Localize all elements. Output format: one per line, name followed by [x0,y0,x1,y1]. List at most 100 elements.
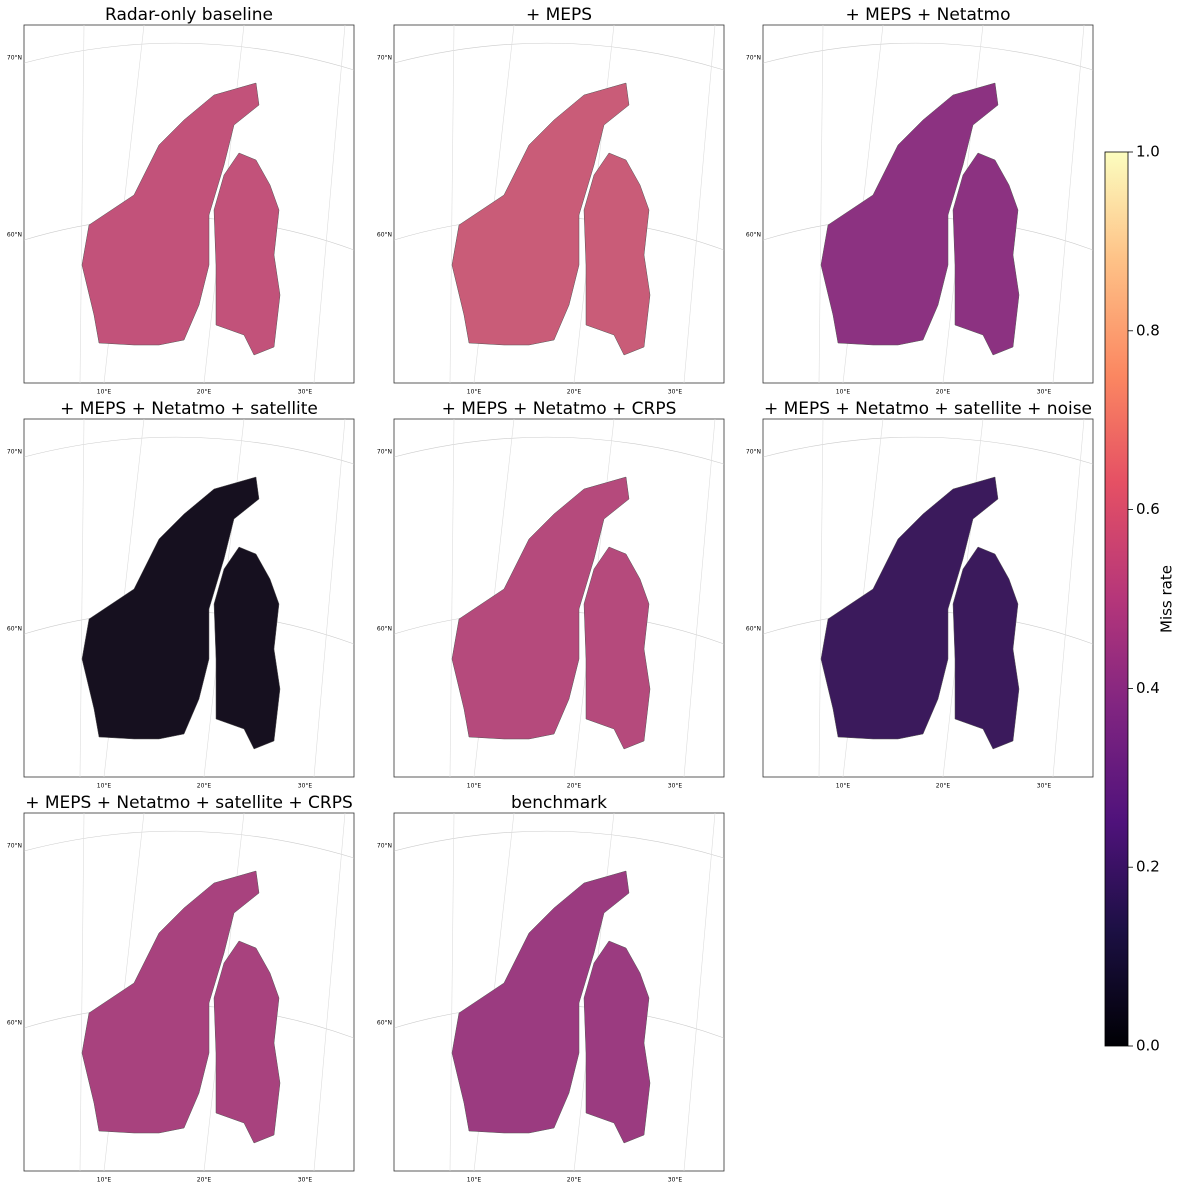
land-area [583,546,651,750]
colorbar-label: Miss rate [1158,565,1176,633]
land-area [81,82,260,346]
graticule [1052,418,1085,778]
lon-label: 20°E [567,783,582,790]
lon-label: 30°E [298,783,313,790]
lon-label: 20°E [197,1177,212,1184]
graticule [79,418,85,778]
graticule [393,436,725,465]
land-area [583,152,651,356]
lon-label: 30°E [668,1177,683,1184]
lon-label: 10°E [97,389,112,396]
map-panel: + MEPS 70°N 60°N 10°E 20°E 30°E [377,5,725,396]
colorbar-tick-label: 1.0 [1136,143,1160,161]
panel-title: Radar-only baseline [105,5,273,25]
panel-title: + MEPS + Netatmo + satellite [60,399,318,419]
graticule [683,812,716,1172]
lon-label: 30°E [298,1177,313,1184]
graticule [762,42,1094,71]
graticule [313,812,346,1172]
lon-label: 20°E [197,389,212,396]
lon-label: 30°E [1037,389,1052,396]
map-panel: benchmark 70°N 60°N 10°E 20°E 30°E [377,793,725,1184]
colorbar [1104,151,1129,1047]
graticule [683,418,716,778]
graticule [23,42,355,71]
lat-label: 60°N [7,626,22,633]
land-area [213,940,281,1144]
graticule [449,418,455,778]
land-area [451,476,630,740]
map-panel: + MEPS + Netatmo + satellite + CRPS 70°N 6… [7,793,355,1184]
map-panel: + MEPS + Netatmo + satellite + noise 70°N… [746,399,1094,790]
lon-label: 30°E [668,389,683,396]
land-area [451,870,630,1134]
graticule [393,830,725,859]
panel-title: + MEPS + Netatmo + satellite + CRPS [25,793,353,813]
graticule [79,812,85,1172]
lon-label: 20°E [197,783,212,790]
colorbar-tick-label: 0.6 [1136,500,1160,518]
lat-label: 70°N [7,449,22,456]
land-area [451,82,630,346]
lon-label: 10°E [97,1177,112,1184]
lon-label: 10°E [467,1177,482,1184]
graticule [818,418,824,778]
colorbar-tick-label: 0.0 [1136,1037,1160,1055]
map-panel: + MEPS + Netatmo + satellite 70°N 60°N 10°E… [7,399,355,790]
graticule [23,436,355,465]
panel-title: + MEPS + Netatmo [845,5,1010,25]
land-area [820,476,999,740]
lon-label: 10°E [97,783,112,790]
graticule [449,24,455,384]
land-area [213,546,281,750]
lon-label: 10°E [467,389,482,396]
lon-label: 30°E [298,389,313,396]
lat-label: 60°N [377,232,392,239]
lon-label: 20°E [936,783,951,790]
colorbar-tick-label: 0.8 [1136,321,1160,339]
colorbar-tick-label: 0.2 [1136,858,1160,876]
graticule [449,812,455,1172]
lon-label: 30°E [668,783,683,790]
land-area [583,940,651,1144]
graticule [79,24,85,384]
lon-label: 20°E [567,1177,582,1184]
land-area [952,546,1020,750]
graticule [1052,24,1085,384]
lat-label: 60°N [7,1020,22,1027]
lon-label: 10°E [836,783,851,790]
graticule [313,24,346,384]
lon-label: 10°E [467,783,482,790]
lat-label: 70°N [377,449,392,456]
graticule [313,418,346,778]
lon-label: 30°E [1037,783,1052,790]
map-panel: + MEPS + Netatmo 70°N 60°N 10°E 20°E 30°E [746,5,1094,396]
colorbar-tick-label: 0.4 [1136,679,1160,697]
lon-label: 20°E [567,389,582,396]
lat-label: 70°N [377,55,392,62]
lat-label: 70°N [746,449,761,456]
lat-label: 60°N [7,232,22,239]
panel-title: + MEPS + Netatmo + satellite + noise [764,399,1092,419]
lat-label: 70°N [746,55,761,62]
lat-label: 70°N [7,55,22,62]
panel-title: + MEPS + Netatmo + CRPS [442,399,677,419]
lon-label: 20°E [936,389,951,396]
land-area [213,152,281,356]
graticule [818,24,824,384]
panel-title: benchmark [511,793,607,813]
lon-label: 10°E [836,389,851,396]
lat-label: 70°N [377,843,392,850]
lat-label: 60°N [746,626,761,633]
map-panel: Radar-only baseline 70°N 60°N 10°E 20°E 30°E [7,5,355,396]
map-panel: + MEPS + Netatmo + CRPS 70°N 60°N 10°E 20°E 3… [377,399,725,790]
land-area [820,82,999,346]
lat-label: 60°N [377,1020,392,1027]
graticule [762,436,1094,465]
land-area [81,476,260,740]
panel-title: + MEPS [526,5,592,25]
graticule [683,24,716,384]
lat-label: 60°N [377,626,392,633]
lat-label: 70°N [7,843,22,850]
